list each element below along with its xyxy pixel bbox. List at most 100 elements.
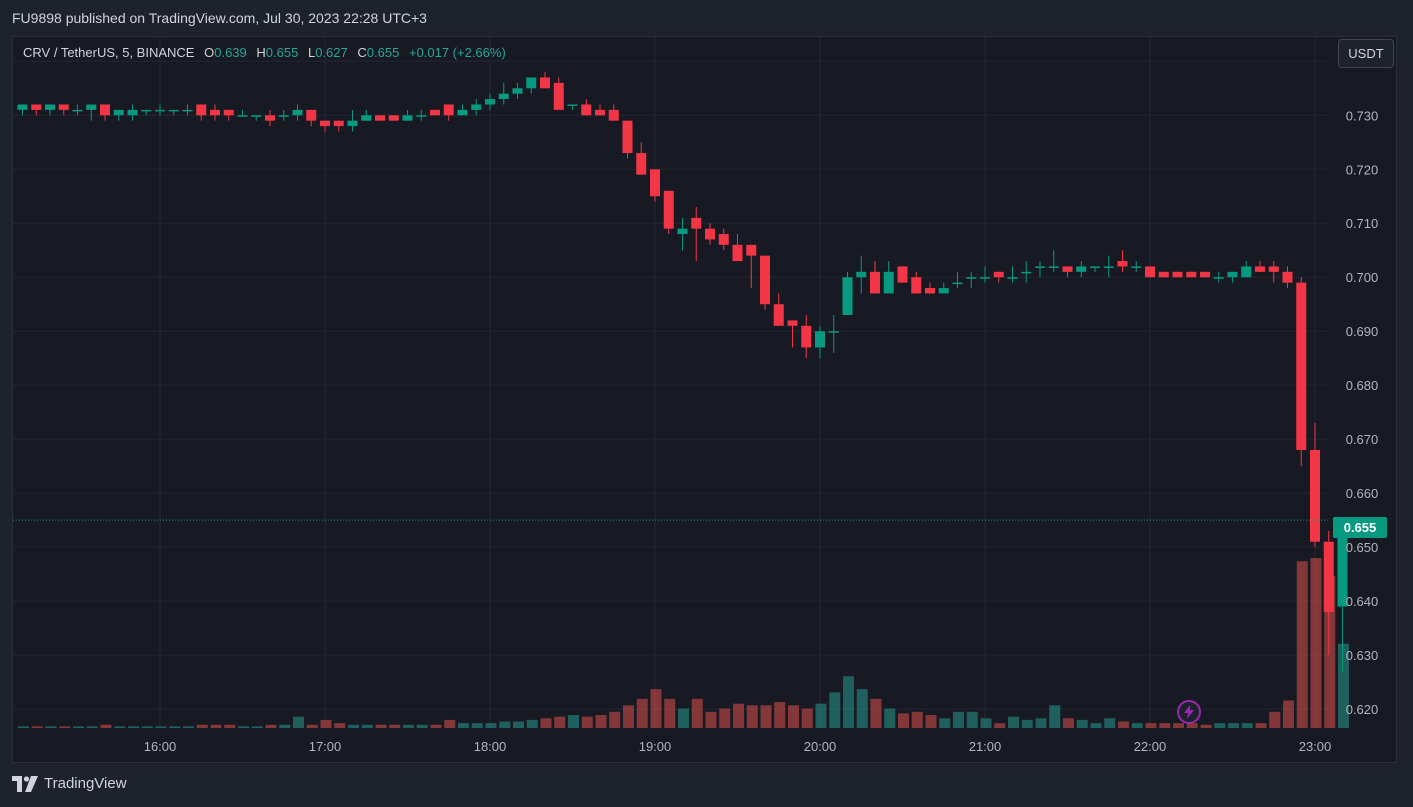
volume-bar	[224, 724, 236, 728]
time-tick-label: 16:00	[144, 739, 177, 754]
volume-bar	[1228, 723, 1239, 728]
volume-bar	[1296, 561, 1308, 728]
open-value: 0.639	[214, 45, 247, 60]
volume-bar	[1131, 723, 1143, 728]
volume-bar	[444, 719, 456, 728]
candle-body	[883, 271, 894, 294]
candle-body	[553, 82, 564, 110]
candle-body	[787, 320, 798, 326]
lightning-icon[interactable]	[1177, 700, 1201, 724]
time-tick-label: 17:00	[309, 739, 342, 754]
volume-bar	[636, 698, 648, 728]
price-tick-label: 0.690	[1346, 324, 1379, 339]
volume-bar	[980, 718, 992, 728]
volume-bar	[1324, 575, 1336, 728]
candle-body	[320, 120, 330, 127]
time-axis: 16:00 17:00 18:00 19:00 20:00 21:00 22:00 23:00	[144, 739, 1332, 754]
publish-info: FU9898 published on TradingView.com, Jul…	[12, 10, 427, 26]
candle-body	[691, 217, 702, 229]
volume-bar	[994, 723, 1006, 728]
candle-body	[1062, 266, 1073, 272]
candle-body	[31, 104, 42, 110]
candle-body	[1241, 266, 1252, 278]
volume-bars	[18, 558, 1349, 728]
symbol-info[interactable]: CRV / TetherUS, 5, BINANCE	[23, 45, 195, 60]
candle-body	[1323, 541, 1334, 612]
volume-bar	[911, 711, 923, 728]
candle-body	[732, 244, 743, 262]
candle-body	[251, 115, 262, 117]
candle-body	[911, 277, 922, 294]
volume-bar	[939, 718, 951, 728]
price-tick-label: 0.620	[1346, 702, 1379, 717]
brand-name: TradingView	[44, 775, 127, 792]
price-axis: 0.7400.7300.7200.7100.7000.6900.6800.670…	[1346, 54, 1379, 717]
candle-body	[361, 115, 372, 121]
volume-bar	[114, 726, 126, 728]
price-tick-label: 0.630	[1346, 648, 1379, 663]
volume-bar	[471, 723, 483, 728]
volume-bar	[1255, 723, 1267, 728]
candle-body	[1021, 271, 1032, 274]
candle-body	[870, 271, 880, 294]
volume-bar	[458, 723, 469, 728]
volume-bar	[581, 716, 593, 728]
candle-body	[45, 104, 55, 110]
candle-body	[705, 228, 715, 240]
candle-body	[842, 277, 853, 316]
candle-body	[938, 288, 949, 294]
candle-body	[966, 277, 977, 279]
volume-bar	[760, 705, 772, 728]
volume-bar	[251, 726, 263, 728]
volume-bar	[898, 713, 909, 728]
volume-bar	[705, 711, 717, 728]
price-tick-label: 0.680	[1346, 378, 1379, 393]
candle-body	[375, 115, 385, 121]
volume-bar	[375, 724, 387, 728]
candle-body	[801, 325, 812, 348]
volume-bar	[788, 705, 799, 728]
candle-body	[1282, 271, 1293, 283]
volume-bar	[1269, 711, 1281, 728]
volume-bar	[1035, 718, 1047, 728]
volume-bar	[265, 724, 277, 728]
price-tick-label: 0.670	[1346, 432, 1379, 447]
candle-body	[856, 271, 867, 278]
candle-body	[636, 153, 647, 175]
volume-bar	[609, 711, 621, 728]
candle-body	[485, 99, 495, 105]
price-tick-label: 0.700	[1346, 270, 1379, 285]
chart-panel	[12, 36, 1397, 763]
candle-body	[196, 104, 207, 116]
change-value: +0.017 (+2.66%)	[408, 45, 506, 60]
candle-body	[952, 282, 963, 285]
volume-bar	[801, 708, 813, 728]
volume-bar	[719, 708, 731, 728]
candle-body	[815, 331, 825, 348]
candle-body	[265, 115, 275, 121]
candle-body	[113, 109, 124, 116]
volume-bar	[540, 718, 552, 728]
volume-bar	[815, 703, 827, 728]
candle-body	[540, 77, 550, 89]
volume-bar	[361, 724, 373, 728]
candle-body	[1213, 277, 1224, 279]
volume-bar	[334, 723, 346, 728]
last-price-label: 0.655	[1333, 517, 1387, 538]
candle-body	[155, 109, 165, 112]
volume-bar	[73, 726, 84, 728]
candle-body	[1145, 266, 1155, 278]
candle-body	[897, 266, 908, 283]
volume-bar	[18, 726, 29, 728]
candle-body	[663, 190, 674, 229]
volume-bar	[870, 698, 882, 728]
volume-bar	[664, 698, 676, 728]
candle-body	[980, 277, 990, 279]
currency-button[interactable]: USDT	[1338, 39, 1394, 68]
candle-body	[333, 120, 344, 127]
candle-body	[17, 104, 28, 110]
volume-bar	[1338, 643, 1349, 728]
volume-bar	[1283, 700, 1294, 728]
candle-body	[402, 115, 413, 121]
